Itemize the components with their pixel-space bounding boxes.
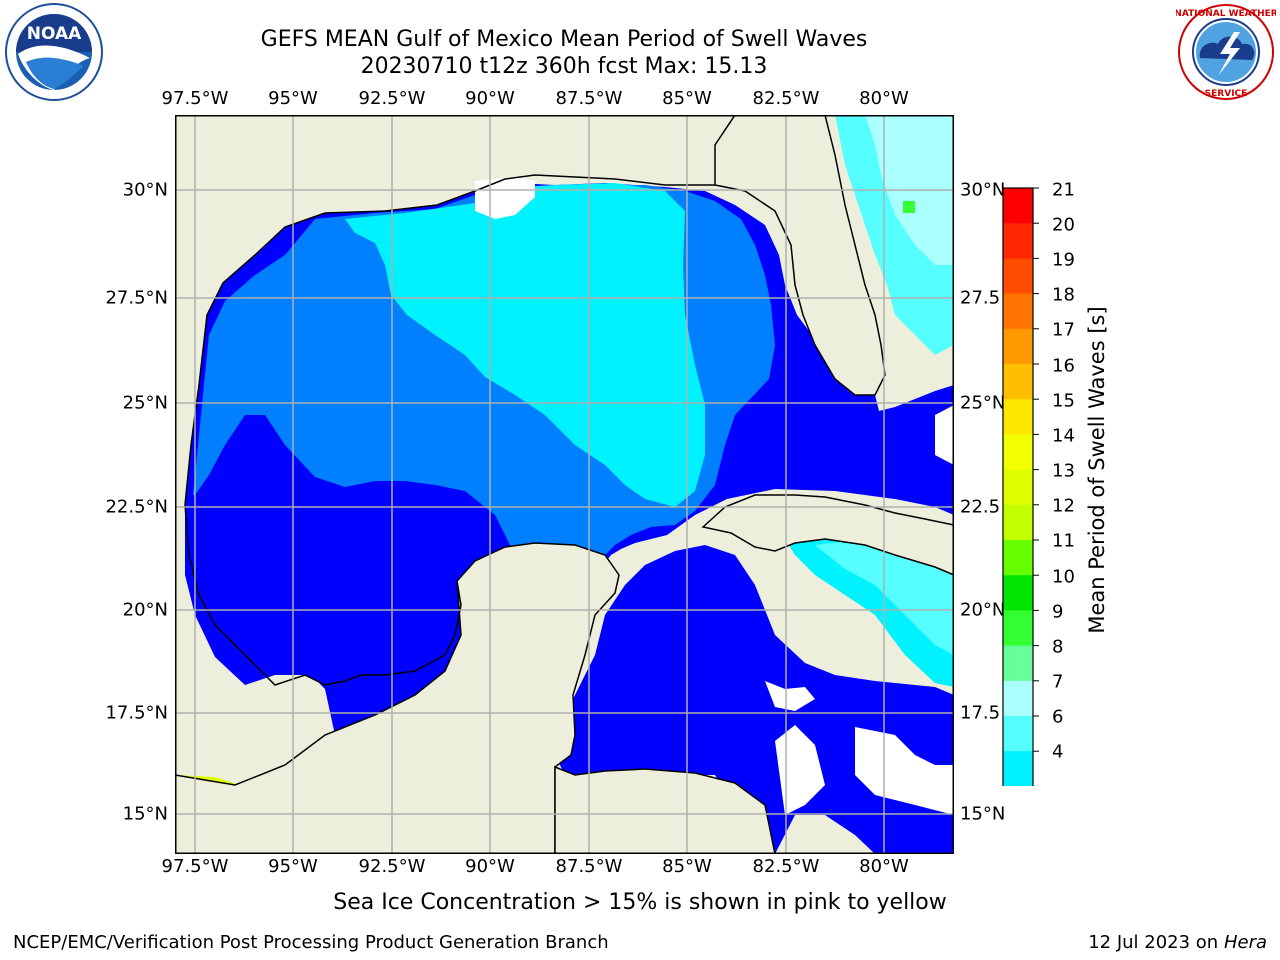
colorbar-tick-label: 8	[1052, 636, 1064, 658]
lat-label-left: 20°N	[122, 599, 168, 621]
no-data-region	[855, 727, 954, 815]
colorbar-segment	[1003, 645, 1033, 682]
colorbar-tick-label: 9	[1052, 601, 1064, 623]
sea-ice-note: Sea Ice Concentration > 15% is shown in …	[333, 890, 947, 915]
lat-label-right: 25°N	[960, 392, 1006, 414]
colorbar-segment	[1003, 328, 1033, 365]
colorbar-segment	[1003, 575, 1033, 611]
colorbar-tick-label: 15	[1052, 390, 1075, 412]
caribbean-swell-7-8s	[815, 539, 954, 655]
colorbar-tick-label: 10	[1052, 566, 1075, 588]
no-data-region	[775, 725, 825, 815]
lat-label-left: 22.5°N	[105, 496, 168, 518]
lat-label-right: 15°N	[960, 803, 1006, 825]
colorbar-segment	[1003, 680, 1033, 717]
svg-text:NATIONAL WEATHER: NATIONAL WEATHER	[1176, 9, 1276, 19]
gulf-swell-6-8s	[345, 183, 705, 507]
lat-label-right: 27.5	[960, 287, 1001, 309]
colorbar-segment	[1003, 540, 1033, 576]
noaa-logo-text: NOAA	[27, 24, 82, 44]
atlantic-swell-9-10s	[903, 201, 915, 213]
colorbar-tick-label: 7	[1052, 671, 1064, 693]
colorbar-tick-label: 17	[1052, 319, 1075, 341]
colorbar-tick-label: 20	[1052, 214, 1075, 236]
colorbar-tick-label: 11	[1052, 530, 1075, 552]
colorbar-segment	[1003, 399, 1033, 435]
colorbar-segment	[1003, 188, 1033, 224]
footer-date-text: 12 Jul 2023 on	[1088, 932, 1224, 953]
florida-land	[714, 115, 886, 396]
colorbar-tick-label: 12	[1052, 495, 1075, 517]
colorbar-tick-label: 18	[1052, 284, 1075, 306]
colorbar-segment	[1003, 223, 1033, 259]
lat-label-left: 17.5°N	[105, 702, 168, 724]
colorbar-tick-label: 13	[1052, 460, 1075, 482]
lat-label-right: 30°N	[960, 179, 1006, 201]
lon-label-top: 95°W	[268, 88, 318, 109]
colorbar-segment	[1003, 469, 1033, 506]
lat-label-right: 17.5	[960, 702, 1001, 724]
lon-label-top: 90°W	[465, 88, 515, 109]
lat-label-left: 15°N	[122, 803, 168, 825]
colorbar-tick-label: 19	[1052, 249, 1075, 271]
colorbar-segment	[1003, 258, 1033, 295]
lon-label-top: 87.5°W	[555, 88, 623, 109]
map-subtitle-run: 20230710 t12z 360h fcst Max: 15.13	[360, 54, 768, 79]
svg-text:SERVICE: SERVICE	[1205, 89, 1248, 99]
map-frame	[175, 115, 954, 854]
colorbar-segment	[1003, 293, 1033, 330]
colorbar-tick-label: 14	[1052, 425, 1075, 447]
lon-label-top: 82.5°W	[752, 88, 820, 109]
colorbar-segment	[1003, 751, 1033, 786]
colorbar-segment	[1003, 504, 1033, 541]
colorbar-tick-label: 4	[1052, 741, 1064, 763]
lat-label-right: 20°N	[960, 599, 1006, 621]
map-panel	[175, 115, 954, 854]
graticule	[175, 115, 954, 854]
yucatan-land	[175, 542, 620, 854]
lon-label-bottom: 95°W	[268, 856, 318, 877]
colorbar	[1002, 187, 1039, 786]
lon-label-bottom: 92.5°W	[358, 856, 426, 877]
colorbar-segment	[1003, 364, 1033, 400]
colorbar-tick-label: 6	[1052, 706, 1064, 728]
mexico-coastline	[184, 504, 462, 686]
footer-credit: NCEP/EMC/Verification Post Processing Pr…	[13, 932, 609, 953]
lon-label-top: 80°W	[859, 88, 909, 109]
lon-label-bottom: 97.5°W	[161, 856, 229, 877]
map-title: GEFS MEAN Gulf of Mexico Mean Period of …	[260, 27, 868, 52]
no-data-region	[935, 405, 954, 465]
lat-label-left: 27.5°N	[105, 287, 168, 309]
lon-label-bottom: 90°W	[465, 856, 515, 877]
colorbar-segment	[1003, 610, 1033, 647]
lon-label-bottom: 82.5°W	[752, 856, 820, 877]
colorbar-tick-label: 21	[1052, 179, 1075, 201]
footer-host: Hera	[1223, 932, 1267, 953]
noaa-logo: NOAA	[5, 3, 103, 101]
lon-label-bottom: 85°W	[662, 856, 712, 877]
central-america-land	[554, 765, 776, 854]
no-data-region	[765, 681, 815, 711]
lat-label-left: 25°N	[122, 392, 168, 414]
nws-logo: NATIONAL WEATHER SERVICE	[1176, 4, 1276, 100]
lon-label-bottom: 87.5°W	[555, 856, 623, 877]
colorbar-tick-label: 16	[1052, 355, 1075, 377]
colorbar-segment	[1003, 434, 1033, 471]
cuba-land	[701, 494, 954, 576]
lon-label-top: 92.5°W	[358, 88, 426, 109]
lat-label-right: 22.5	[960, 496, 1001, 518]
colorbar-label: Mean Period of Swell Waves [s]	[1085, 306, 1109, 634]
lat-label-left: 30°N	[122, 179, 168, 201]
lon-label-top: 85°W	[662, 88, 712, 109]
lon-label-top: 97.5°W	[161, 88, 229, 109]
colorbar-segment	[1003, 716, 1033, 752]
footer-date: 12 Jul 2023 on Hera	[1088, 932, 1267, 953]
lon-label-bottom: 80°W	[859, 856, 909, 877]
